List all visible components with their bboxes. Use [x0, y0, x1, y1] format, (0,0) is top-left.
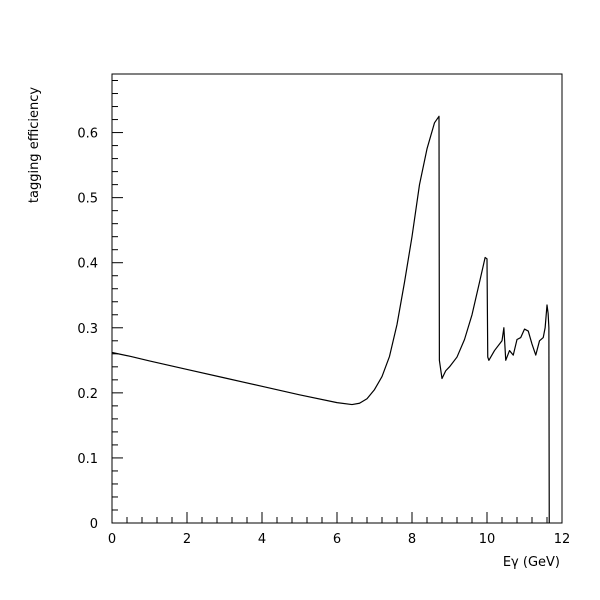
y-tick-label: 0.2: [77, 387, 98, 402]
tick-labels: 0 2 4 6 8 10 12 0 0.1 0.2 0.3 0.4 0.5 0.6: [77, 127, 570, 547]
x-tick-label: 6: [333, 532, 341, 547]
x-axis-title: Eγ (GeV): [503, 555, 560, 570]
tick-marks: [111, 80, 563, 524]
y-axis-title: tagging efficiency: [27, 87, 42, 204]
data-line: [111, 115, 550, 524]
x-tick-label: 0: [108, 532, 116, 547]
x-tick-label: 12: [554, 532, 571, 547]
y-tick-label: 0: [90, 517, 98, 532]
y-tick-label: 0.1: [77, 452, 98, 467]
x-tick-label: 4: [258, 532, 266, 547]
y-tick-label: 0.5: [77, 192, 98, 207]
plot-frame: [111, 73, 563, 524]
x-tick-label: 8: [408, 532, 416, 547]
y-tick-label: 0.4: [77, 257, 98, 272]
x-tick-label: 2: [183, 532, 191, 547]
x-tick-label: 10: [479, 532, 496, 547]
y-tick-label: 0.6: [77, 127, 98, 142]
y-tick-label: 0.3: [77, 322, 98, 337]
